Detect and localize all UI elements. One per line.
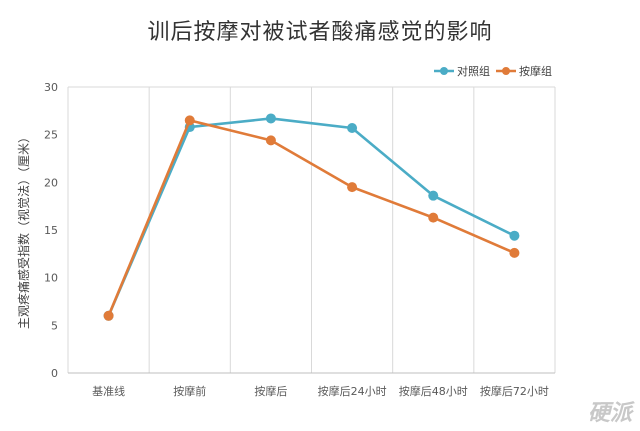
- legend-label: 对照组: [457, 64, 490, 78]
- data-point: [265, 135, 276, 146]
- data-point: [103, 310, 114, 321]
- legend-swatch-marker: [440, 67, 448, 75]
- y-tick-label: 5: [51, 319, 58, 332]
- x-tick-label: 按摩后72小时: [480, 384, 549, 398]
- y-tick-label: 15: [44, 224, 58, 237]
- y-tick-label: 0: [51, 367, 58, 380]
- series-line: [107, 117, 515, 317]
- series-line: [107, 119, 515, 317]
- legend: 对照组 按摩组: [434, 64, 552, 78]
- grid: [67, 86, 556, 373]
- y-tick-label: 30: [44, 81, 58, 94]
- y-tick-label: 10: [44, 272, 58, 285]
- legend-label: 按摩组: [519, 64, 552, 78]
- data-point: [347, 122, 358, 133]
- x-tick-label: 基准线: [92, 384, 125, 398]
- y-tick-label: 25: [44, 129, 58, 142]
- data-point: [265, 113, 276, 124]
- series-layer: [103, 113, 520, 321]
- data-point: [428, 190, 439, 201]
- axes: 0 5 10 15 20 25 30 基准线 按摩前 按摩后 按摩后24小时 按摩后48小时 按摩后72…: [44, 81, 555, 398]
- legend-swatch-marker: [502, 67, 510, 75]
- data-point: [347, 182, 358, 193]
- data-point: [509, 230, 520, 241]
- legend-item: 对照组: [434, 64, 490, 78]
- x-tick-label: 按摩前: [173, 384, 206, 398]
- legend-item: 按摩组: [496, 64, 552, 78]
- series-massage: [103, 115, 520, 321]
- x-tick-label: 按摩后: [254, 384, 287, 398]
- data-point: [509, 247, 520, 258]
- x-tick-label: 按摩后24小时: [318, 384, 387, 398]
- y-tick-label: 20: [44, 176, 58, 189]
- x-tick-label: 按摩后48小时: [399, 384, 468, 398]
- watermark: 硬派: [587, 400, 632, 426]
- data-point: [184, 115, 195, 126]
- chart-title: 训后按摩对被试者酸痛感觉的影响: [147, 20, 493, 45]
- data-point: [428, 212, 439, 223]
- y-axis-label: 主观疼痛感受指数（视觉法）（厘米）: [16, 131, 31, 329]
